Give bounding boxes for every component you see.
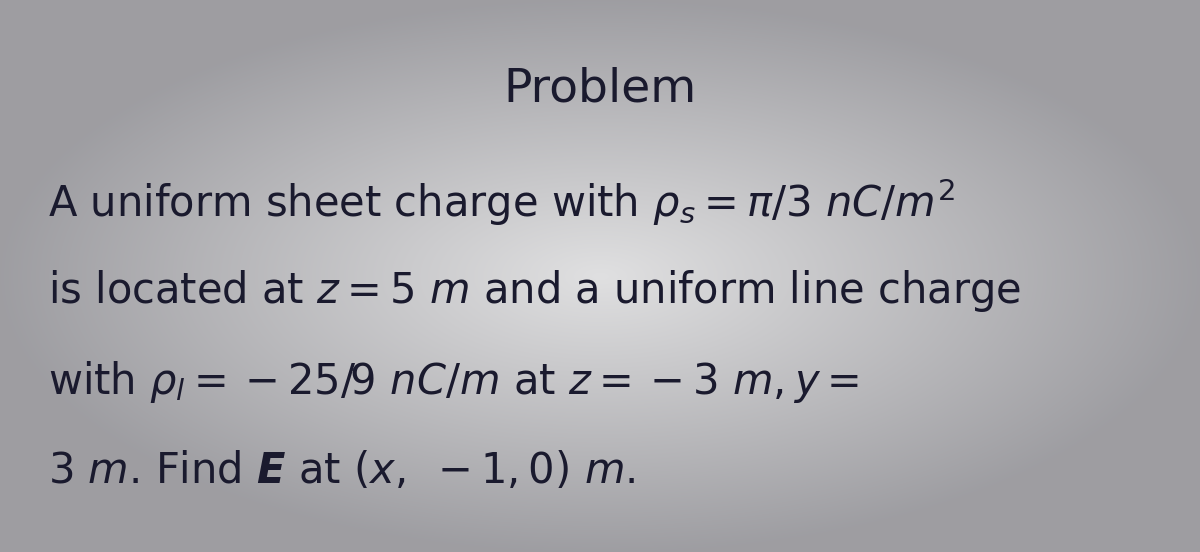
Text: A uniform sheet charge with $\rho_s = \pi/3\ nC/m^2$: A uniform sheet charge with $\rho_s = \p… bbox=[48, 177, 955, 228]
Text: is located at $z = 5\ m$ and a uniform line charge: is located at $z = 5\ m$ and a uniform l… bbox=[48, 268, 1021, 314]
Text: $3\ m$. Find $\boldsymbol{E}$ at $(x,\ -1, 0)\ m$.: $3\ m$. Find $\boldsymbol{E}$ at $(x,\ -… bbox=[48, 450, 636, 492]
Text: Problem: Problem bbox=[503, 66, 697, 112]
Text: with $\rho_l = -25/9\ nC/m$ at $z = -3\ m, y =$: with $\rho_l = -25/9\ nC/m$ at $z = -3\ … bbox=[48, 359, 859, 405]
